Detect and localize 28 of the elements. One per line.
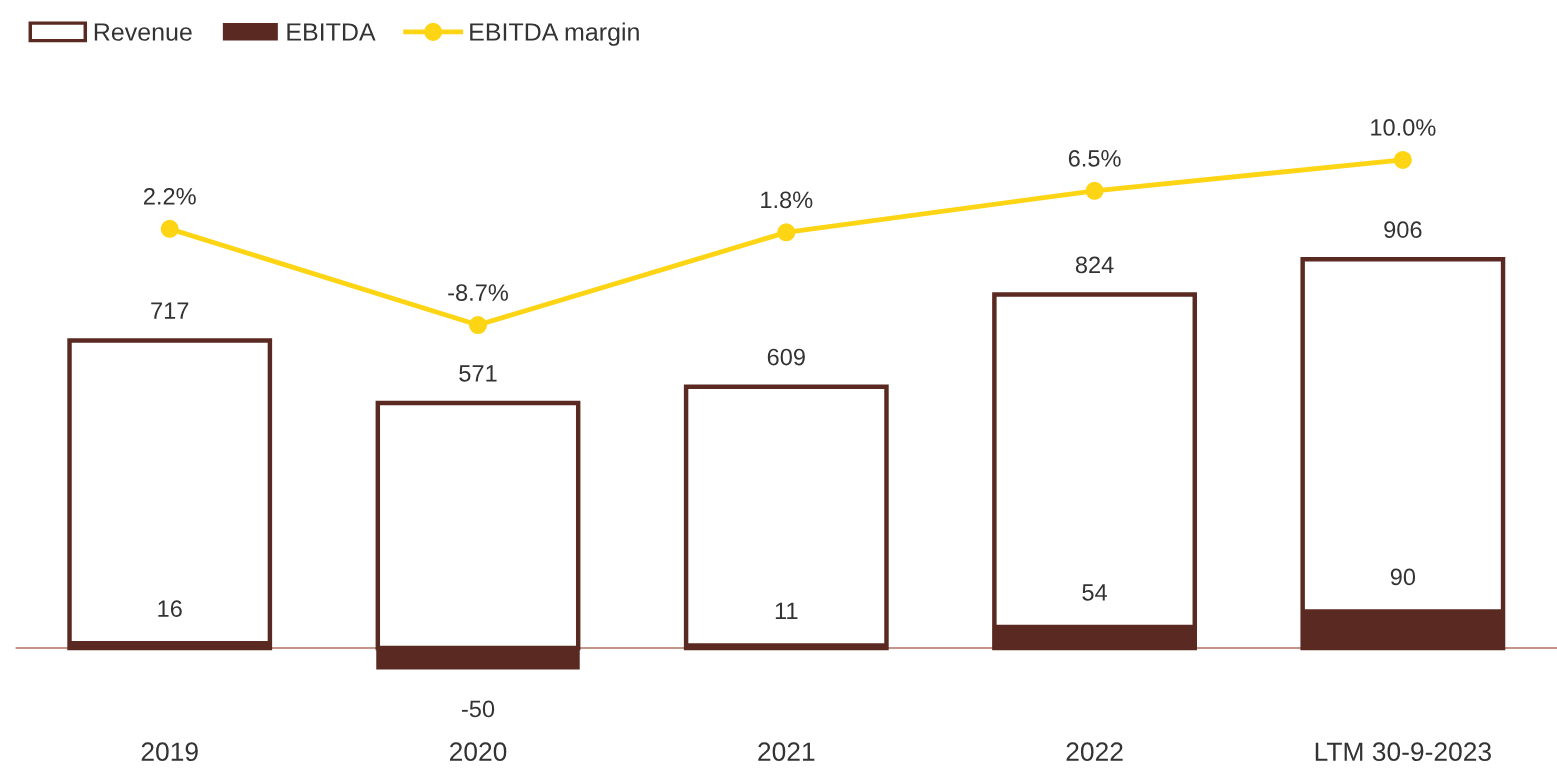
x-tick-label: 2020 [449,742,507,762]
point [777,223,796,242]
legend-label: EBITDA [287,23,376,41]
data-label: -50 [461,700,495,718]
data-label: 16 [158,600,182,617]
data-label: 10.0% [1371,119,1436,136]
x-tick-label: 2021 [758,742,815,762]
data-label: 11 [775,602,798,619]
x-tick-label: LTM 30-9-2023 [1315,742,1491,762]
data-label: 6.5% [1068,150,1121,167]
data-label: 609 [767,348,805,366]
data-label: 54 [1082,584,1108,601]
data-label: 2.2% [143,187,196,205]
legend-label: Revenue [94,23,192,41]
point [468,315,488,335]
data-label: 824 [1075,256,1114,274]
legend-label: EBITDA margin [470,22,639,46]
data-label: 1.8% [761,191,813,209]
data-label: 571 [459,365,497,382]
point [160,219,179,238]
data-label: -8.7% [448,284,508,301]
data-label: 90 [1390,568,1416,586]
data-label: 717 [151,302,189,319]
data-label: 906 [1384,221,1422,239]
x-tick-label: 2019 [141,742,198,762]
point [1393,150,1412,169]
point [1085,181,1104,200]
x-tick-label: 2022 [1066,742,1123,762]
